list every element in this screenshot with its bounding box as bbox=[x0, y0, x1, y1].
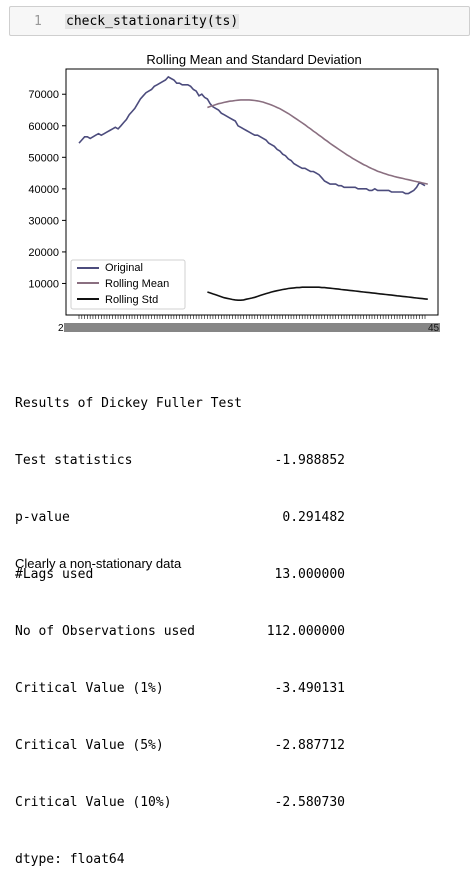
code-input[interactable]: check_stationarity(ts) bbox=[65, 14, 240, 29]
y-tick-label: 30000 bbox=[28, 215, 59, 227]
rolling-stats-chart: Rolling Mean and Standard Deviation 1000… bbox=[28, 52, 440, 334]
y-tick-label: 70000 bbox=[28, 89, 59, 101]
series-rolling-mean-line bbox=[207, 99, 428, 185]
line-number: 1 bbox=[34, 14, 42, 29]
report-row: Test statistics -1.988852 bbox=[15, 453, 345, 468]
y-tick-label: 20000 bbox=[28, 247, 59, 259]
chart-title: Rolling Mean and Standard Deviation bbox=[146, 52, 361, 67]
report-row: #Lags used 13.000000 bbox=[15, 567, 345, 582]
report-row: No of Observations used 112.000000 bbox=[15, 624, 345, 639]
report-dtype: dtype: float64 bbox=[15, 852, 125, 867]
legend-label-rolling-mean: Rolling Mean bbox=[105, 278, 169, 290]
legend: Original Rolling Mean Rolling Std bbox=[70, 259, 186, 310]
x-tick-label-band bbox=[64, 323, 440, 332]
report-row: Critical Value (5%) -2.887712 bbox=[15, 738, 345, 753]
y-tick-label: 10000 bbox=[28, 278, 59, 290]
legend-box bbox=[70, 259, 186, 310]
x-axis: 245 bbox=[58, 315, 440, 334]
report-heading: Results of Dickey Fuller Test bbox=[15, 396, 242, 411]
series-original-line bbox=[78, 75, 426, 195]
report-row: Critical Value (1%) -3.490131 bbox=[15, 681, 345, 696]
y-tick-label: 50000 bbox=[28, 152, 59, 164]
dickey-fuller-report: Results of Dickey Fuller Test Test stati… bbox=[15, 356, 345, 888]
report-row: p-value 0.291482 bbox=[15, 510, 345, 525]
conclusion-text: Clearly a non-stationary data bbox=[15, 556, 182, 571]
legend-label-original: Original bbox=[105, 262, 143, 274]
y-axis: 10000 20000 30000 40000 50000 60000 70000 bbox=[28, 89, 66, 290]
series-layer bbox=[78, 75, 428, 301]
legend-label-rolling-std: Rolling Std bbox=[105, 294, 158, 306]
y-tick-label: 40000 bbox=[28, 184, 59, 196]
series-rolling-std-line bbox=[207, 286, 428, 301]
report-row: Critical Value (10%) -2.580730 bbox=[15, 795, 345, 810]
code-cell[interactable]: 1 check_stationarity(ts) bbox=[9, 6, 470, 36]
y-tick-label: 60000 bbox=[28, 121, 59, 133]
x-tick-label: 2 bbox=[58, 323, 64, 334]
